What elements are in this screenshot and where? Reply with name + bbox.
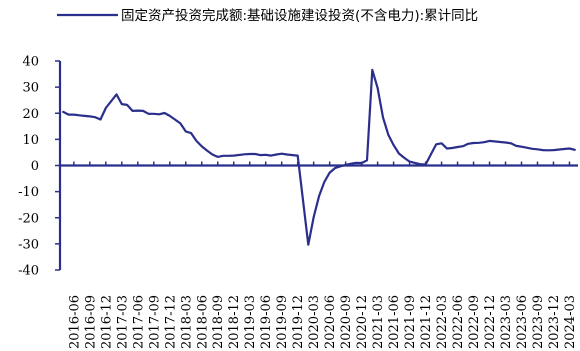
x-tick-label: 2017-09 [147,295,162,349]
legend: 固定资产投资完成额:基础设施建设投资(不含电力):累计同比 [57,7,478,24]
x-tick-label: 2016-12 [99,295,114,349]
y-tick-label: 0 [31,159,39,174]
x-tick-label: 2017-06 [131,295,146,349]
x-tick-label: 2021-09 [403,295,418,349]
y-tick-label: 10 [22,133,39,148]
x-tick-label: 2020-09 [339,295,354,349]
x-tick-label: 2022-12 [483,295,498,349]
x-tick-label: 2023-09 [531,295,546,349]
x-tick-label: 2018-09 [211,295,226,349]
x-tick-label: 2021-12 [419,295,434,349]
x-tick-label: 2022-09 [467,295,482,349]
y-tick-label: -40 [18,264,39,279]
x-tick-label: 2017-03 [115,295,130,349]
x-tick-label: 2019-03 [243,295,258,349]
x-tick-label: 2021-03 [371,295,386,349]
x-tick-label: 2018-06 [195,295,210,349]
y-tick-label: 40 [22,55,39,70]
x-tick-label: 2023-06 [515,295,530,349]
series-group [62,68,576,246]
x-axis-ticks: 2016-06 2016-09 2016-12 2017-03 2017-06 2017-… [67,161,578,349]
x-tick-label: 2022-03 [435,295,450,349]
x-tick-label: 2020-06 [323,295,338,349]
x-tick-label: 2017-12 [163,295,178,349]
series-line [62,68,576,246]
x-tick-label: 2019-06 [259,295,274,349]
x-tick-label: 2018-03 [179,295,194,349]
x-tick-label: 2023-12 [547,295,562,349]
y-tick-label: -10 [18,185,39,200]
y-tick-label: 20 [22,107,39,122]
x-tick-label: 2019-09 [275,295,290,349]
x-tick-label: 2024-03 [563,295,578,349]
x-tick-label: 2019-12 [291,295,306,349]
y-tick-label: 30 [22,81,39,96]
x-tick-label: 2018-12 [227,295,242,349]
x-tick-label: 2023-03 [499,295,514,349]
x-tick-label: 2016-09 [83,295,98,349]
x-tick-label: 2020-12 [355,295,370,349]
x-tick-label: 2020-03 [307,295,322,349]
x-tick-label: 2021-06 [387,295,402,349]
x-tick-label: 2022-06 [451,295,466,349]
y-axis-ticks: -40 -30 -20 -10 0 10 20 30 40 [18,55,60,279]
legend-label: 固定资产投资完成额:基础设施建设投资(不含电力):累计同比 [121,7,478,24]
y-tick-label: -30 [18,237,39,252]
y-tick-label: -20 [18,211,39,226]
x-tick-label: 2016-06 [67,295,82,349]
